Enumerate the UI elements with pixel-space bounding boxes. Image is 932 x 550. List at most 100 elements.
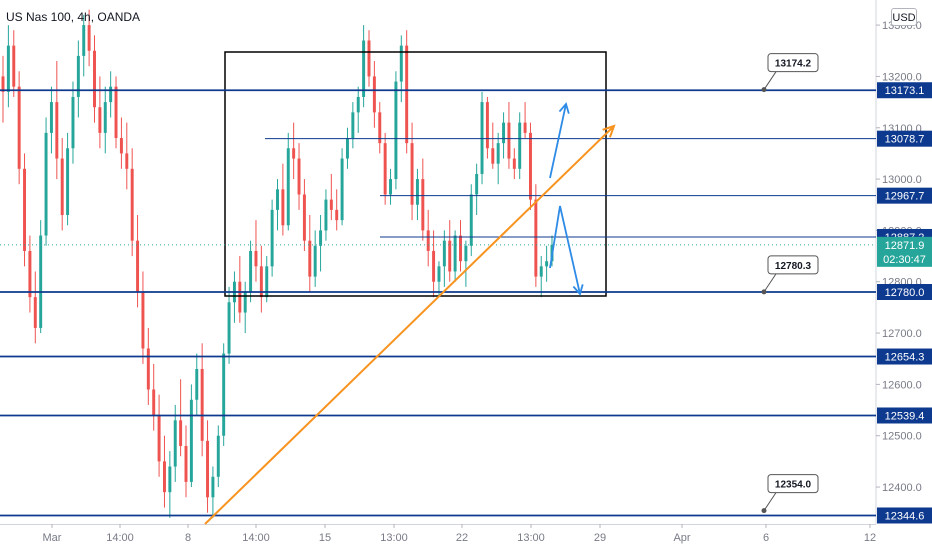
consolidation-box — [224, 51, 607, 297]
callout-pointer — [763, 273, 777, 293]
candle-body — [356, 96, 360, 113]
candle-body — [362, 40, 366, 97]
candle-body — [448, 240, 452, 272]
candle-body — [125, 153, 129, 169]
candle-body — [39, 235, 43, 328]
price-level-label: 12344.6 — [885, 510, 925, 522]
candle-body — [480, 102, 484, 174]
symbol-title: US Nas 100, 4h, OANDA — [6, 10, 141, 24]
candle-body — [243, 292, 247, 313]
candle-body — [302, 194, 306, 241]
candle-body — [469, 194, 473, 246]
candle-body — [351, 112, 355, 139]
projection-arrow-up — [549, 103, 567, 179]
candle-body — [162, 461, 166, 493]
candle-body — [82, 25, 86, 56]
candle-body — [335, 209, 339, 221]
price-level-label-box — [877, 187, 932, 204]
callout-box — [767, 255, 819, 275]
callout-anchor — [761, 289, 767, 295]
candle-body — [200, 368, 204, 441]
candle-body — [378, 112, 382, 144]
candle-body — [259, 266, 263, 298]
candle-body — [464, 245, 468, 262]
candle-body — [249, 250, 253, 292]
price-level-label: 13078.7 — [885, 134, 925, 146]
candle-body — [206, 440, 210, 498]
price-level-label: 12539.4 — [885, 410, 925, 422]
y-tick-label: 13200.0 — [882, 71, 922, 83]
candle-body — [195, 368, 199, 400]
candle-body — [141, 292, 145, 349]
candle-body — [76, 55, 80, 97]
projection-arrow-down-head — [572, 284, 584, 296]
candle-body — [405, 45, 409, 144]
price-level-label: 12967.7 — [885, 191, 925, 203]
candle-body — [152, 389, 156, 416]
price-level-label-box — [877, 348, 932, 365]
callout-box — [767, 474, 819, 494]
candle-body — [410, 143, 414, 205]
candle-body — [496, 143, 500, 164]
price-level-label-box — [877, 407, 932, 424]
candle-body — [222, 353, 226, 436]
candle-body — [6, 45, 10, 92]
candle-body — [459, 235, 462, 262]
candle-body — [216, 435, 220, 477]
current-price-box — [877, 236, 932, 267]
candle-body — [49, 102, 53, 133]
callout-label: 12780.3 — [775, 261, 812, 272]
projection-arrow-down — [549, 205, 581, 295]
callout-pointer — [763, 492, 777, 511]
price-level-label: 12780.0 — [885, 287, 925, 299]
candle-body — [367, 40, 371, 77]
y-tick-label: 12400.0 — [882, 482, 922, 494]
candle-body — [23, 168, 27, 251]
candle-body — [157, 415, 161, 462]
candle-body — [502, 122, 506, 144]
candle-body — [168, 466, 172, 493]
candle-body — [475, 173, 479, 195]
x-tick-label: 13:00 — [517, 532, 545, 544]
candle-body — [28, 250, 32, 298]
candle-body — [286, 148, 290, 226]
candle-body — [426, 230, 430, 251]
callout-anchor — [761, 87, 767, 93]
candle-body — [87, 25, 91, 51]
candle-body — [415, 179, 419, 205]
x-tick-label: Mar — [43, 532, 62, 544]
x-tick-label: 6 — [763, 532, 769, 544]
candle-body — [119, 138, 123, 154]
candle-body — [109, 86, 113, 103]
bar-countdown: 02:30:47 — [883, 254, 926, 266]
trend-line — [204, 125, 615, 525]
candle-body — [437, 266, 441, 282]
candle-body — [432, 250, 436, 282]
candle-body — [523, 122, 527, 133]
x-tick-label: 8 — [185, 532, 191, 544]
candle-body — [103, 102, 107, 133]
candle-body — [539, 266, 543, 277]
candle-body — [189, 399, 193, 482]
candle-body — [485, 102, 489, 149]
candle-body — [60, 158, 64, 216]
candle-body — [372, 76, 376, 113]
callout-box — [767, 53, 819, 73]
candle-body — [319, 230, 323, 246]
price-level-label-box — [877, 130, 932, 147]
currency-badge[interactable]: USD — [891, 8, 917, 26]
price-level-label-box — [877, 284, 932, 300]
candle-body — [313, 245, 317, 277]
candle-body — [136, 240, 140, 292]
candle-body — [442, 240, 446, 267]
price-level-label-box — [877, 82, 932, 99]
candle-body — [308, 240, 312, 277]
x-tick-label: 12 — [864, 532, 876, 544]
projection-arrow-up-head — [558, 102, 570, 114]
candle-body — [44, 132, 48, 236]
price-level-label-box — [877, 507, 932, 524]
candle-body — [453, 235, 457, 272]
candle-body — [512, 158, 516, 169]
